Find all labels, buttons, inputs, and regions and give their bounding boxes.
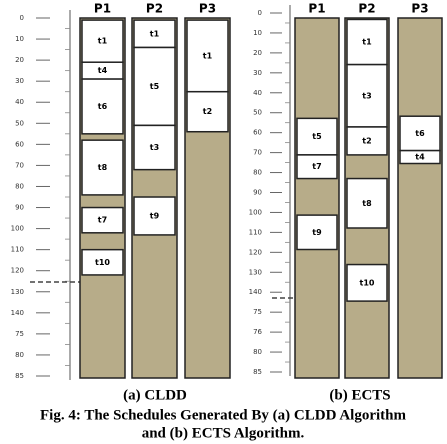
panel-caption: (a) CLDD	[123, 387, 187, 403]
task-block	[296, 117, 338, 156]
processor-label: P2	[358, 2, 375, 16]
ruler-label: 76	[253, 328, 262, 336]
ruler-label: 90	[15, 204, 24, 212]
ruler-label: 40	[15, 98, 24, 106]
task-block	[399, 115, 441, 152]
task-label: t1	[362, 38, 372, 47]
task-block	[81, 139, 124, 196]
task-block	[81, 248, 124, 276]
task-block	[133, 46, 176, 127]
task-block	[81, 19, 124, 63]
ruler-label: 80	[15, 351, 24, 359]
ruler-label: 85	[15, 372, 24, 380]
task-label: t9	[150, 211, 160, 220]
task-label: t2	[203, 107, 212, 116]
ruler-label: 60	[253, 129, 262, 137]
task-block	[346, 177, 388, 229]
task-block	[133, 124, 176, 171]
task-block	[81, 206, 124, 234]
task-block	[296, 154, 338, 180]
ruler-label: 10	[15, 35, 24, 43]
ruler-label: 0	[258, 9, 262, 17]
processor-column	[397, 17, 443, 379]
task-label: t2	[362, 136, 371, 145]
ruler-label: 140	[11, 309, 24, 317]
figure-caption: and (b) ECTS Algorithm.	[142, 425, 305, 441]
ruler-label: 10	[253, 29, 262, 37]
ruler-label: 120	[11, 267, 24, 275]
ruler-label: 90	[253, 189, 262, 197]
task-label: t5	[150, 82, 160, 91]
ruler-label: 40	[253, 89, 262, 97]
processor-label: P1	[94, 2, 111, 16]
ruler-label: 120	[249, 248, 262, 256]
task-label: t1	[150, 29, 160, 38]
task-label: t4	[415, 153, 425, 162]
ruler-label: 100	[249, 208, 262, 216]
ruler-label: 60	[15, 140, 24, 148]
processor-label: P3	[199, 2, 216, 16]
processor-column	[294, 17, 340, 379]
figure-caption: Fig. 4: The Schedules Generated By (a) C…	[40, 407, 406, 423]
task-label: t1	[98, 37, 108, 46]
ruler-label: 130	[249, 268, 262, 276]
task-label: t6	[415, 129, 425, 138]
task-block	[81, 78, 124, 135]
task-label: t1	[203, 51, 213, 60]
task-label: t3	[150, 143, 159, 152]
task-block	[133, 196, 176, 236]
task-label: t6	[98, 102, 108, 111]
ruler-label: 80	[253, 348, 262, 356]
processor-label: P3	[411, 2, 428, 16]
ruler-label: 85	[253, 368, 262, 376]
ruler-label: 110	[11, 246, 24, 254]
task-label: t7	[312, 162, 321, 171]
task-label: t8	[362, 199, 372, 208]
ruler-label: 140	[249, 288, 262, 296]
task-label: t9	[312, 228, 322, 237]
ruler-label: 20	[15, 56, 24, 64]
task-label: t5	[312, 132, 322, 141]
ruler-label: 100	[11, 225, 24, 233]
ruler-label: 110	[249, 228, 262, 236]
panel-caption: (b) ECTS	[329, 387, 390, 403]
ruler-label: 130	[11, 288, 24, 296]
ruler-label: 0	[20, 14, 24, 22]
task-block	[399, 149, 441, 165]
ruler-label: 50	[15, 119, 24, 127]
ruler-label: 50	[253, 109, 262, 117]
task-label: t8	[98, 163, 108, 172]
task-label: t10	[360, 278, 375, 287]
ruler-label: 70	[253, 149, 262, 157]
processor-label: P2	[146, 2, 163, 16]
ruler-label: 30	[15, 77, 24, 85]
task-block	[346, 263, 388, 302]
task-label: t4	[98, 66, 108, 75]
ruler-label: 80	[15, 182, 24, 190]
processor-label: P1	[308, 2, 325, 16]
ruler-label: 30	[253, 69, 262, 77]
task-label: t3	[362, 91, 371, 100]
task-block	[296, 214, 338, 251]
task-label: t7	[98, 216, 107, 225]
ruler-label: 70	[15, 161, 24, 169]
ruler-label: 75	[15, 330, 24, 338]
task-block	[346, 63, 388, 128]
task-block	[346, 126, 388, 156]
task-label: t10	[95, 258, 110, 267]
ruler-label: 80	[253, 169, 262, 177]
task-block	[186, 90, 229, 133]
ruler-label: 75	[253, 308, 262, 316]
ruler-label: 20	[253, 49, 262, 57]
